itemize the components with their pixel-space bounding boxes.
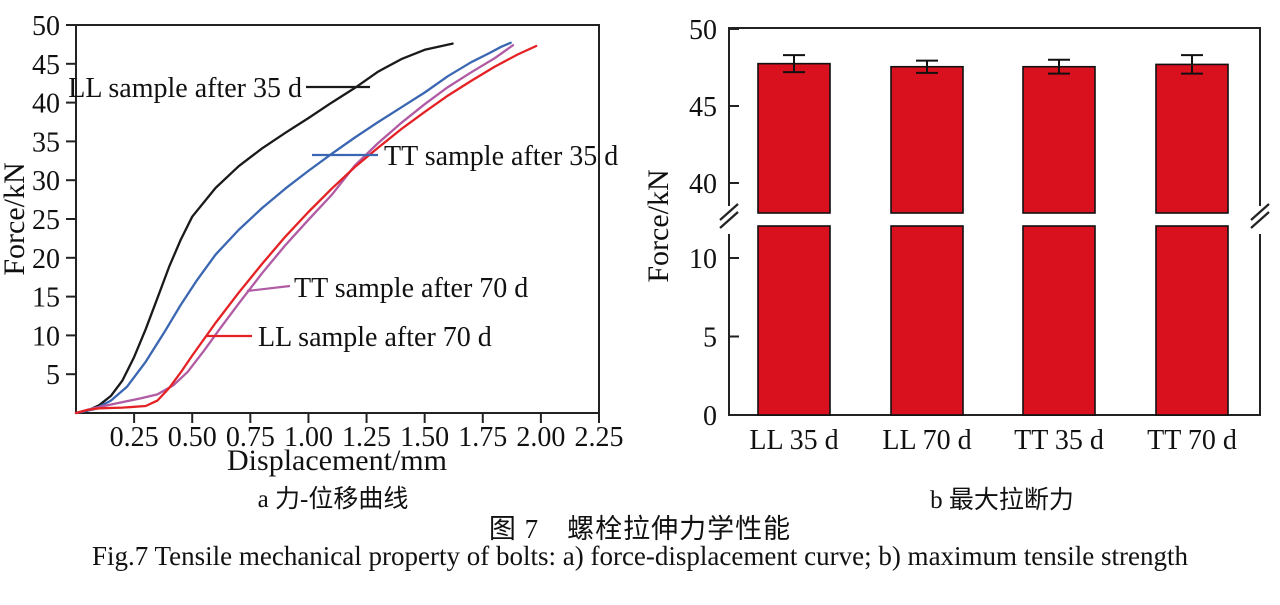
figure-caption-english: Fig.7 Tensile mechanical property of bol… [91, 541, 1189, 571]
chart-b-y-tick-label: 0 [703, 401, 717, 432]
bar-lower-TT 35 d [1022, 225, 1096, 416]
caption-subfigure-b: b 最大拉断力 [930, 487, 1074, 514]
chart-a-y-axis-title: Force/kN [0, 162, 31, 275]
chart-b-category-label: TT 70 d [1147, 425, 1237, 456]
chart-a-y-tick-label: 35 [32, 127, 60, 158]
chart-a-x-tick-label: 0.25 [110, 422, 159, 453]
annotation-series-label: TT sample after 70 d [294, 273, 528, 304]
bar-upper-TT 35 d [1022, 65, 1096, 214]
chart-b-y-axis-title: Force/kN [642, 169, 675, 282]
chart-a-y-tick-label: 20 [32, 244, 60, 275]
bar-lower-TT 70 d [1155, 225, 1229, 416]
chart-a-y-tick-label: 5 [46, 360, 60, 391]
bar-lower-LL 70 d [890, 225, 964, 416]
chart-b-y-tick-label: 10 [689, 244, 717, 275]
annotation-series-label: LL sample after 35 d [68, 73, 302, 104]
annotation-series-label: TT sample after 35 d [384, 141, 618, 172]
chart-a-x-tick-label: 1.25 [342, 422, 391, 453]
series-curve-TT-sample-after-35-d [74, 41, 512, 415]
chart-b-y-tick-label: 40 [689, 169, 717, 200]
chart-b-y-tick-label: 50 [689, 15, 717, 46]
chart-a-y-tick-label: 50 [32, 11, 60, 42]
axis-break-slash [719, 203, 739, 221]
chart-b-y-tick-label: 45 [689, 92, 717, 123]
chart-a-y-tick-label: 10 [32, 321, 60, 352]
axis-break-slash [719, 211, 739, 229]
annotation-series-label: LL sample after 70 d [258, 322, 492, 353]
chart-b-category-label: LL 35 d [749, 425, 838, 456]
series-curve-LL-sample-after-70-d [74, 44, 538, 415]
series-curve-TT-sample-after-70-d [74, 44, 515, 415]
chart-a-y-tick-label: 30 [32, 166, 60, 197]
chart-a-x-tick-label: 1.50 [400, 422, 449, 453]
bar-lower-LL 35 d [757, 225, 831, 416]
chart-a-x-tick-label: 1.75 [458, 422, 507, 453]
axis-break-slash [1250, 203, 1270, 221]
series-curve-LL-sample-after-35-d [74, 42, 454, 415]
chart-b-category-label: TT 35 d [1014, 425, 1104, 456]
bar-upper-LL 35 d [757, 62, 831, 214]
bar-upper-LL 70 d [890, 65, 964, 214]
chart-a-y-tick-label: 45 [32, 50, 60, 81]
annotation-leader-line [246, 284, 291, 293]
chart-a-y-tick-label: 40 [32, 89, 60, 120]
axis-break-slash [1250, 211, 1270, 229]
chart-b-y-tick-label: 5 [703, 323, 717, 354]
caption-subfigure-a: a 力-位移曲线 [257, 486, 409, 513]
chart-a-x-tick-label: 2.25 [575, 422, 624, 453]
chart-a-x-axis-title: Displacement/mm [227, 444, 447, 477]
figure-caption-chinese: 图 7 螺栓拉伸力学性能 [488, 514, 792, 544]
chart-a-x-tick-label: 0.75 [226, 422, 275, 453]
chart-b-category-label: LL 70 d [882, 425, 971, 456]
chart-a-y-tick-label: 25 [32, 205, 60, 236]
chart-a-x-tick-label: 2.00 [516, 422, 565, 453]
chart-a-x-tick-label: 1.00 [284, 422, 333, 453]
bar-upper-TT 70 d [1155, 63, 1229, 214]
chart-a-y-tick-label: 15 [32, 283, 60, 314]
chart-a-x-tick-label: 0.50 [168, 422, 217, 453]
